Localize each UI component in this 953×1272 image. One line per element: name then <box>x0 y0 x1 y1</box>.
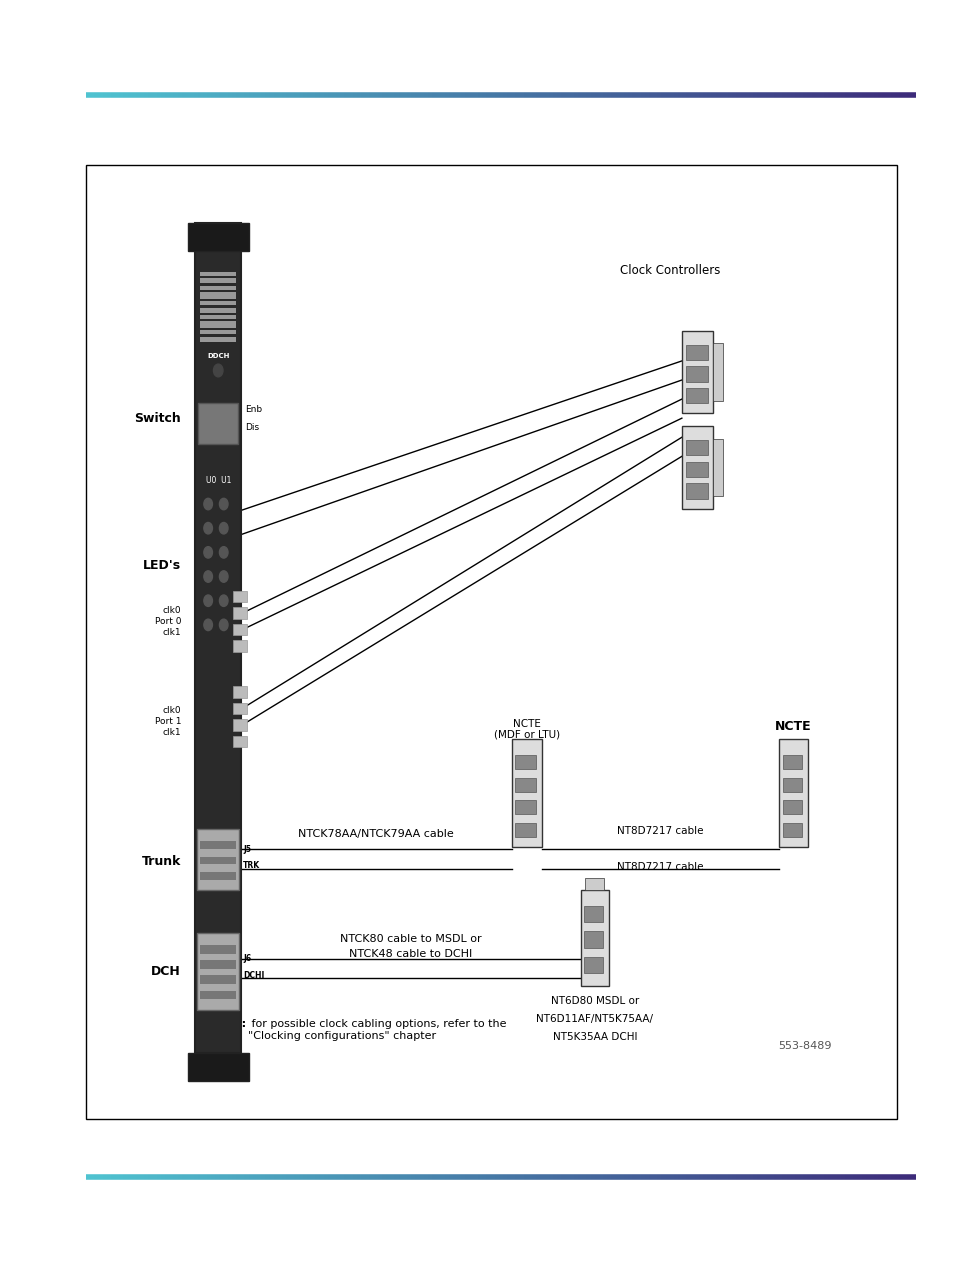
Bar <box>188 224 249 252</box>
Text: clk0
Port 1
clk1: clk0 Port 1 clk1 <box>154 706 181 738</box>
Bar <box>233 687 247 697</box>
Circle shape <box>204 547 213 558</box>
Text: DCHI: DCHI <box>243 971 264 979</box>
Circle shape <box>219 547 228 558</box>
Bar <box>200 945 236 954</box>
Bar <box>515 800 536 814</box>
Bar <box>200 960 236 969</box>
Circle shape <box>204 619 213 631</box>
Text: 553-8489: 553-8489 <box>778 1040 831 1051</box>
Bar <box>713 439 722 496</box>
Circle shape <box>213 364 223 377</box>
Text: J6: J6 <box>243 954 251 963</box>
Bar <box>200 991 236 1000</box>
Text: Dis: Dis <box>245 422 259 431</box>
Bar <box>197 934 239 1010</box>
Bar <box>713 343 722 401</box>
Bar <box>515 777 536 791</box>
Bar <box>515 823 536 837</box>
Bar <box>200 337 236 342</box>
Bar <box>233 608 247 619</box>
Text: Switch: Switch <box>134 412 181 425</box>
Bar <box>579 890 608 986</box>
Text: Enb: Enb <box>245 404 262 413</box>
Bar <box>233 702 247 714</box>
Bar <box>782 777 801 791</box>
Text: for possible clock cabling options, refer to the
"Clocking configurations" chapt: for possible clock cabling options, refe… <box>248 1019 506 1040</box>
Text: NTCK78AA/NTCK79AA cable: NTCK78AA/NTCK79AA cable <box>298 829 454 840</box>
Bar <box>200 976 236 985</box>
Text: clk0
Port 0
clk1: clk0 Port 0 clk1 <box>154 605 181 637</box>
Bar <box>200 286 236 290</box>
Bar <box>200 293 236 299</box>
Bar <box>782 754 801 768</box>
Text: NT6D80 MSDL or: NT6D80 MSDL or <box>550 996 639 1006</box>
Text: NCTE: NCTE <box>775 720 811 733</box>
Bar <box>195 223 241 1053</box>
Bar <box>233 735 247 748</box>
Bar <box>200 308 236 313</box>
Bar <box>200 279 236 284</box>
Circle shape <box>219 499 228 510</box>
Bar <box>583 931 602 948</box>
Text: NTCK48 cable to DCHI: NTCK48 cable to DCHI <box>349 949 472 959</box>
Text: NCTE: NCTE <box>513 719 540 729</box>
Text: NT5K35AA DCHI: NT5K35AA DCHI <box>552 1032 637 1042</box>
Text: Note:: Note: <box>212 1019 246 1029</box>
Circle shape <box>204 571 213 583</box>
Bar <box>200 301 236 305</box>
Bar <box>200 842 236 850</box>
Circle shape <box>204 595 213 607</box>
Text: TRK: TRK <box>243 861 260 870</box>
Text: Trunk: Trunk <box>141 855 181 869</box>
Bar <box>86 165 896 1119</box>
Bar <box>200 322 236 328</box>
Bar <box>188 1053 249 1080</box>
Bar <box>200 272 236 276</box>
Text: DDCH: DDCH <box>207 354 229 359</box>
Text: NTCK80 cable to MSDL or: NTCK80 cable to MSDL or <box>339 934 481 944</box>
Bar <box>685 345 707 360</box>
Bar <box>233 590 247 603</box>
Text: DCH: DCH <box>152 965 181 978</box>
Bar <box>198 403 238 444</box>
Bar <box>197 829 239 890</box>
Circle shape <box>219 523 228 534</box>
Bar <box>685 483 707 499</box>
Bar <box>779 739 807 847</box>
Text: LED's: LED's <box>143 558 181 571</box>
Text: NT8D7217 cable: NT8D7217 cable <box>617 827 703 837</box>
Bar <box>685 366 707 382</box>
Bar <box>681 426 713 509</box>
Bar <box>200 857 236 865</box>
Bar <box>233 625 247 635</box>
Circle shape <box>219 571 228 583</box>
Circle shape <box>219 595 228 607</box>
Bar <box>233 640 247 651</box>
Bar <box>782 800 801 814</box>
Bar <box>200 873 236 880</box>
Bar <box>685 388 707 403</box>
Bar <box>583 957 602 973</box>
Circle shape <box>219 619 228 631</box>
Bar <box>511 739 541 847</box>
Text: NT8D7217 cable: NT8D7217 cable <box>617 862 703 873</box>
Text: Clock Controllers: Clock Controllers <box>618 263 720 277</box>
Bar <box>200 315 236 319</box>
Bar <box>782 823 801 837</box>
Text: (MDF or LTU): (MDF or LTU) <box>494 729 559 739</box>
Bar <box>515 754 536 768</box>
Bar <box>583 906 602 922</box>
Circle shape <box>204 523 213 534</box>
Bar <box>233 720 247 730</box>
Text: J5: J5 <box>243 845 251 854</box>
Text: U0  U1: U0 U1 <box>205 476 231 485</box>
Bar <box>681 331 713 413</box>
Bar <box>200 331 236 335</box>
Circle shape <box>204 499 213 510</box>
Bar <box>685 462 707 477</box>
Bar <box>584 878 604 890</box>
Bar <box>685 440 707 455</box>
Text: NT6D11AF/NT5K75AA/: NT6D11AF/NT5K75AA/ <box>536 1014 653 1024</box>
